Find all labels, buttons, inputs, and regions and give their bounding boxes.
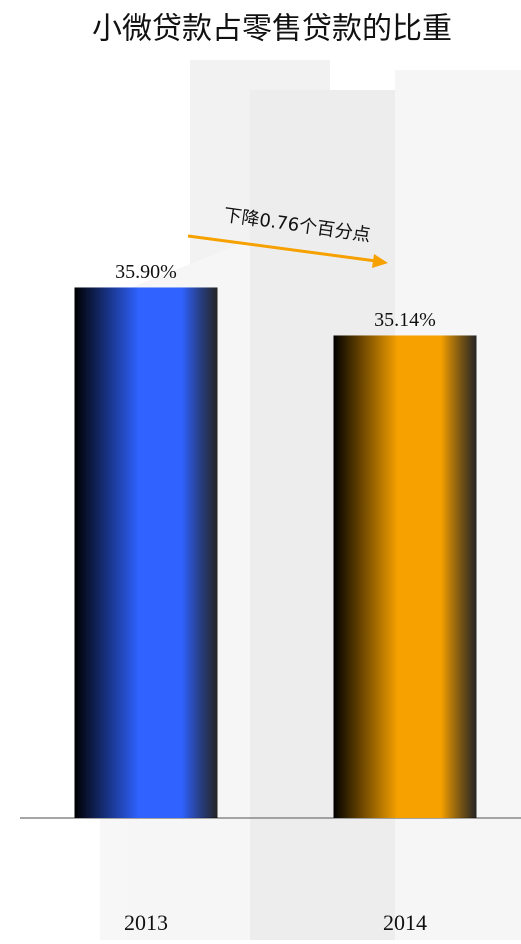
annotation-arrowhead bbox=[372, 254, 388, 268]
x-tick-label: 2014 bbox=[383, 910, 427, 935]
bar bbox=[333, 335, 477, 818]
value-label: 35.90% bbox=[115, 261, 177, 283]
annotation-arrow bbox=[187, 234, 377, 263]
chart-title: 小微贷款占零售贷款的比重 bbox=[92, 12, 452, 47]
bar bbox=[74, 287, 218, 818]
value-label: 35.14% bbox=[374, 309, 436, 331]
x-tick-label: 2013 bbox=[124, 910, 168, 935]
